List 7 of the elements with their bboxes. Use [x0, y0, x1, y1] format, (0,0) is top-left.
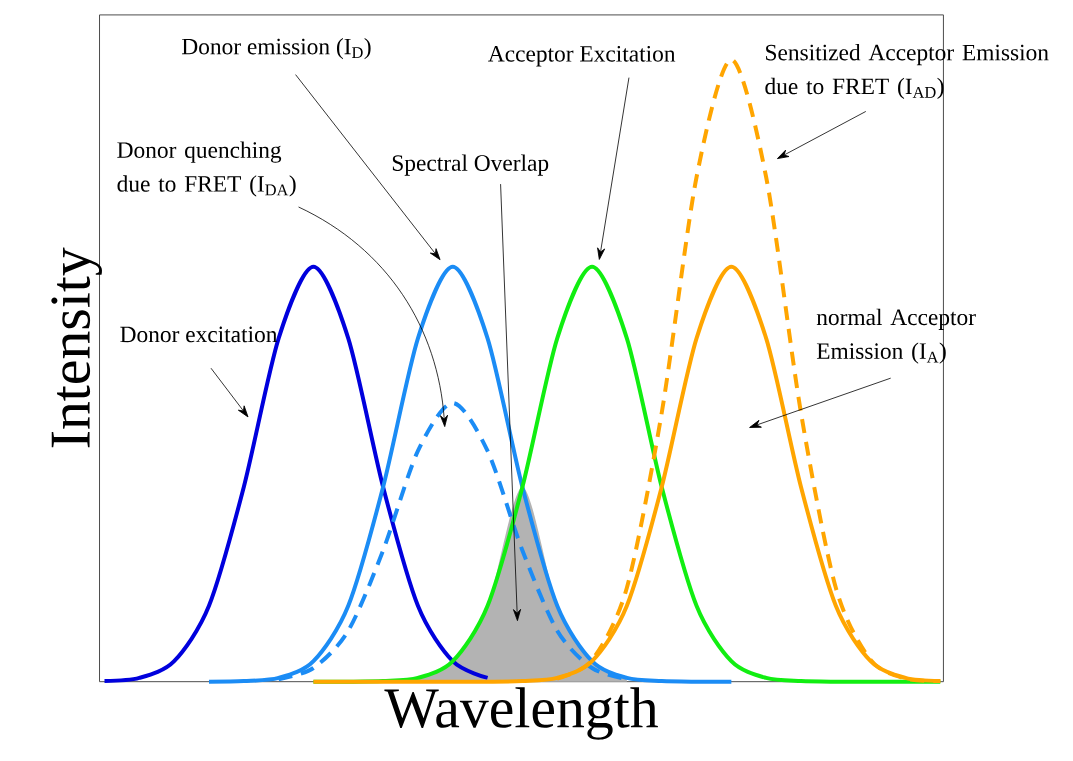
x-axis-title: Wavelength — [384, 687, 658, 740]
annotation: Donor quenching due to FRET (I$_{DA}$) — [117, 141, 296, 197]
annotation: Donor excitation — [120, 326, 278, 343]
y-axis-title: Intensity — [51, 247, 102, 448]
annotation: Acceptor Excitation — [488, 45, 676, 67]
annotation: Spectral Overlap — [392, 154, 549, 176]
text: Donor emission (I$_{D}$) — [182, 37, 371, 60]
